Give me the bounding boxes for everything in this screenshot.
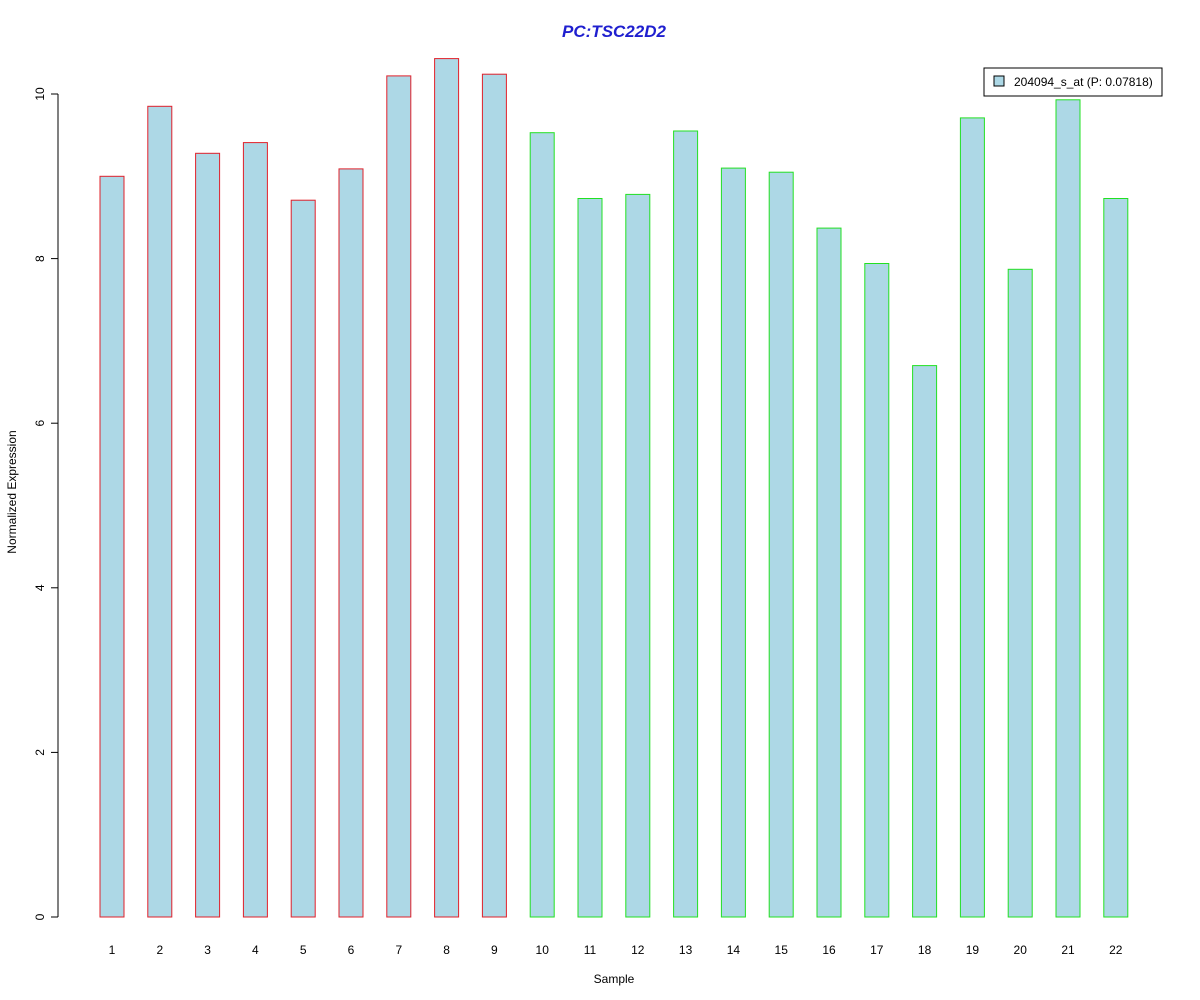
bar-sample-7: [386, 75, 412, 918]
bar-sample-16: [816, 227, 842, 918]
x-tick-label: 14: [727, 943, 741, 957]
x-tick-label: 21: [1061, 943, 1075, 957]
x-tick-labels: 1 2 3 4 5 6 7 8 9 10 11 12 13 14 15 16 17 18 19 20 21 22: [109, 943, 1123, 957]
x-tick-label: 22: [1109, 943, 1123, 957]
x-tick-label: 5: [300, 943, 307, 957]
y-tick-label: 4: [33, 584, 47, 591]
bar-sample-22: [1103, 198, 1129, 918]
bar-sample-21: [1055, 99, 1081, 918]
bar-sample-19: [959, 117, 985, 918]
legend-box: [983, 67, 1163, 97]
bar-sample-4: [242, 142, 268, 918]
y-axis: 0 2 4 6 8 10: [33, 87, 59, 920]
bar-sample-20: [1007, 268, 1033, 918]
x-tick-label: 11: [584, 943, 597, 957]
bars: [99, 58, 1129, 918]
bar-sample-15: [768, 171, 794, 918]
x-tick-label: 1: [109, 943, 116, 957]
y-tick-label: 6: [33, 420, 47, 427]
x-tick-label: 16: [822, 943, 836, 957]
y-tick-label: 0: [33, 913, 47, 920]
y-tick-label: 10: [33, 87, 47, 101]
legend-label: 204094_s_at (P: 0.07818): [1014, 75, 1153, 89]
x-tick-label: 15: [775, 943, 789, 957]
y-tick-label: 8: [33, 255, 47, 262]
x-tick-label: 12: [631, 943, 645, 957]
x-axis-label: Sample: [594, 972, 635, 986]
bar-sample-18: [912, 365, 938, 918]
x-tick-label: 9: [491, 943, 498, 957]
y-axis-label: Normalized Expression: [5, 430, 19, 553]
bar-sample-9: [481, 73, 507, 918]
x-tick-label: 20: [1014, 943, 1028, 957]
y-tick-label: 2: [33, 749, 47, 756]
bar-sample-11: [577, 198, 603, 918]
bar-sample-12: [625, 193, 651, 918]
bar-sample-17: [864, 263, 890, 918]
x-tick-label: 10: [536, 943, 550, 957]
legend-swatch: [993, 75, 1005, 87]
x-tick-label: 7: [395, 943, 402, 957]
bar-sample-1: [99, 175, 125, 918]
x-tick-label: 19: [966, 943, 980, 957]
bar-sample-3: [195, 152, 221, 918]
legend: 204094_s_at (P: 0.07818): [983, 67, 1163, 97]
x-tick-label: 2: [156, 943, 163, 957]
bar-sample-5: [290, 199, 316, 918]
bar-sample-10: [529, 132, 555, 918]
chart-title: PC:TSC22D2: [562, 22, 666, 41]
x-tick-label: 8: [443, 943, 450, 957]
x-tick-label: 3: [204, 943, 211, 957]
x-tick-label: 18: [918, 943, 932, 957]
bar-sample-2: [147, 105, 173, 918]
bar-sample-6: [338, 168, 364, 918]
bar-sample-13: [673, 130, 699, 918]
bar-sample-8: [434, 58, 460, 918]
x-tick-label: 17: [870, 943, 884, 957]
x-tick-label: 13: [679, 943, 693, 957]
bar-sample-14: [720, 167, 746, 918]
x-tick-label: 4: [252, 943, 259, 957]
x-tick-label: 6: [348, 943, 355, 957]
